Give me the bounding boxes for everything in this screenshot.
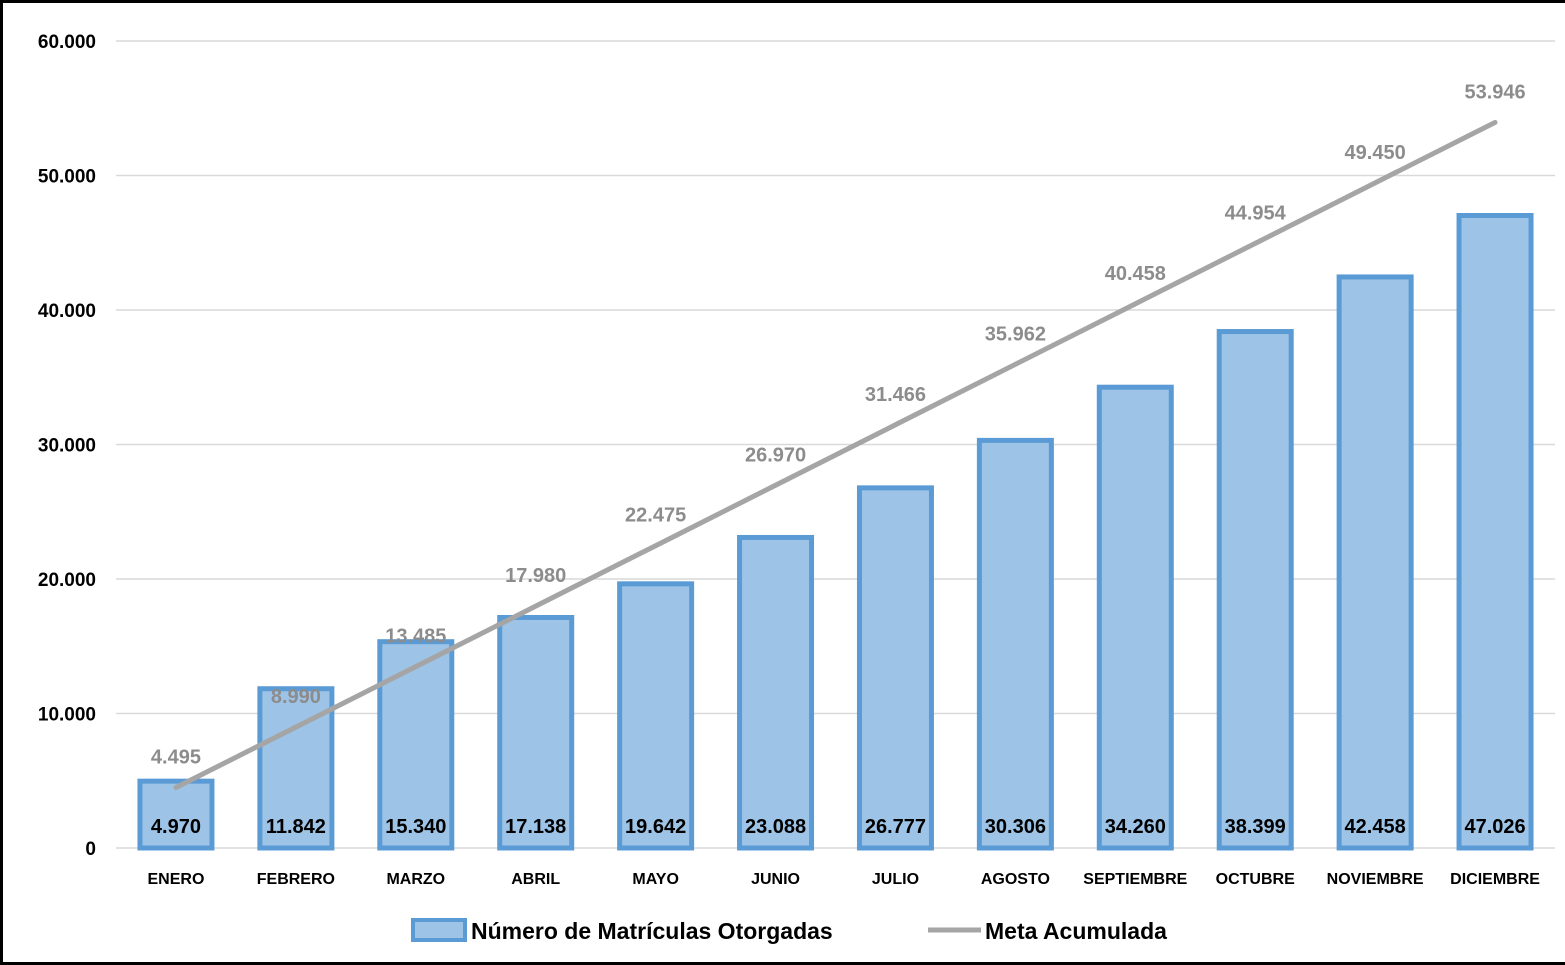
legend: Número de Matrículas Otorgadas Meta Acumu… [411, 918, 1167, 944]
y-tick-label: 20.000 [38, 570, 96, 591]
line-data-labels: 4.495 8.990 13.485 17.980 22.475 26.970 31.466… [151, 81, 1526, 768]
x-tick-label: AGOSTO [981, 871, 1050, 888]
y-tick-label: 30.000 [38, 436, 96, 457]
bar-data-label: 15.340 [385, 816, 446, 838]
legend-item-line: Meta Acumulada [928, 918, 1167, 944]
legend-item-bars: Número de Matrículas Otorgadas [411, 918, 833, 944]
x-tick-label: NOVIEMBRE [1327, 871, 1424, 888]
bar [1216, 329, 1294, 851]
bar [1456, 213, 1534, 851]
bar-data-label: 19.642 [625, 816, 686, 838]
bar [1336, 274, 1414, 851]
x-tick-label: DICIEMBRE [1450, 871, 1540, 888]
x-tick-label: MARZO [386, 871, 445, 888]
legend-swatch-bars [411, 918, 467, 942]
y-tick-label: 50.000 [38, 167, 96, 188]
legend-label-bars: Número de Matrículas Otorgadas [471, 918, 833, 944]
bar [137, 778, 215, 851]
legend-label-line: Meta Acumulada [985, 918, 1167, 944]
line-data-label: 35.962 [985, 323, 1046, 345]
line-data-label: 22.475 [625, 505, 686, 527]
line-data-label: 40.458 [1105, 263, 1166, 285]
y-axis-ticks: 0 10.000 20.000 30.000 40.000 50.000 60.000 [38, 32, 96, 860]
bars-series [137, 213, 1534, 851]
meta-acumulada-line [173, 119, 1498, 791]
bar [976, 437, 1054, 851]
bar-data-labels: 4.970 11.842 15.340 17.138 19.642 23.088 26.77… [151, 816, 1526, 838]
x-tick-label: SEPTIEMBRE [1083, 871, 1187, 888]
x-tick-label: MAYO [632, 871, 679, 888]
x-tick-label: OCTUBRE [1216, 871, 1295, 888]
bar [1096, 384, 1174, 851]
bar-data-label: 4.970 [151, 816, 201, 838]
line-data-label: 49.450 [1345, 142, 1406, 164]
line-data-label: 17.980 [505, 565, 566, 587]
bar [617, 581, 695, 851]
x-tick-label: FEBRERO [257, 871, 335, 888]
bar [856, 485, 934, 851]
bar-data-label: 11.842 [266, 816, 326, 838]
x-tick-label: ENERO [148, 871, 205, 888]
line-data-label: 4.495 [151, 747, 201, 769]
line-data-label: 31.466 [865, 384, 926, 406]
line-data-label: 26.970 [745, 444, 806, 466]
bar [497, 614, 575, 851]
y-tick-label: 0 [85, 839, 96, 860]
bar-data-label: 47.026 [1464, 816, 1525, 838]
bar-data-label: 23.088 [745, 816, 806, 838]
y-tick-label: 40.000 [38, 301, 96, 322]
x-tick-label: ABRIL [511, 871, 560, 888]
bar-data-label: 38.399 [1225, 816, 1286, 838]
x-axis-ticks: ENERO FEBRERO MARZO ABRIL MAYO JUNIO JULIO AGOS… [148, 871, 1541, 888]
line-data-label: 53.946 [1464, 81, 1525, 103]
line-data-label: 44.954 [1225, 202, 1287, 224]
bar-data-label: 34.260 [1105, 816, 1166, 838]
chart-svg: 0 10.000 20.000 30.000 40.000 50.000 60.000 4.… [38, 32, 1555, 944]
y-tick-label: 10.000 [38, 705, 96, 726]
line-series [173, 119, 1498, 791]
x-tick-label: JUNIO [751, 871, 800, 888]
bar-data-label: 30.306 [985, 816, 1046, 838]
y-tick-label: 60.000 [38, 32, 96, 53]
line-data-label: 13.485 [385, 626, 446, 648]
x-tick-label: JULIO [872, 871, 919, 888]
gridlines [116, 40, 1555, 849]
bar-data-label: 26.777 [865, 816, 926, 838]
line-data-label: 8.990 [271, 686, 321, 708]
bar-data-label: 42.458 [1345, 816, 1406, 838]
bar-data-label: 17.138 [505, 816, 566, 838]
bar [737, 534, 815, 851]
